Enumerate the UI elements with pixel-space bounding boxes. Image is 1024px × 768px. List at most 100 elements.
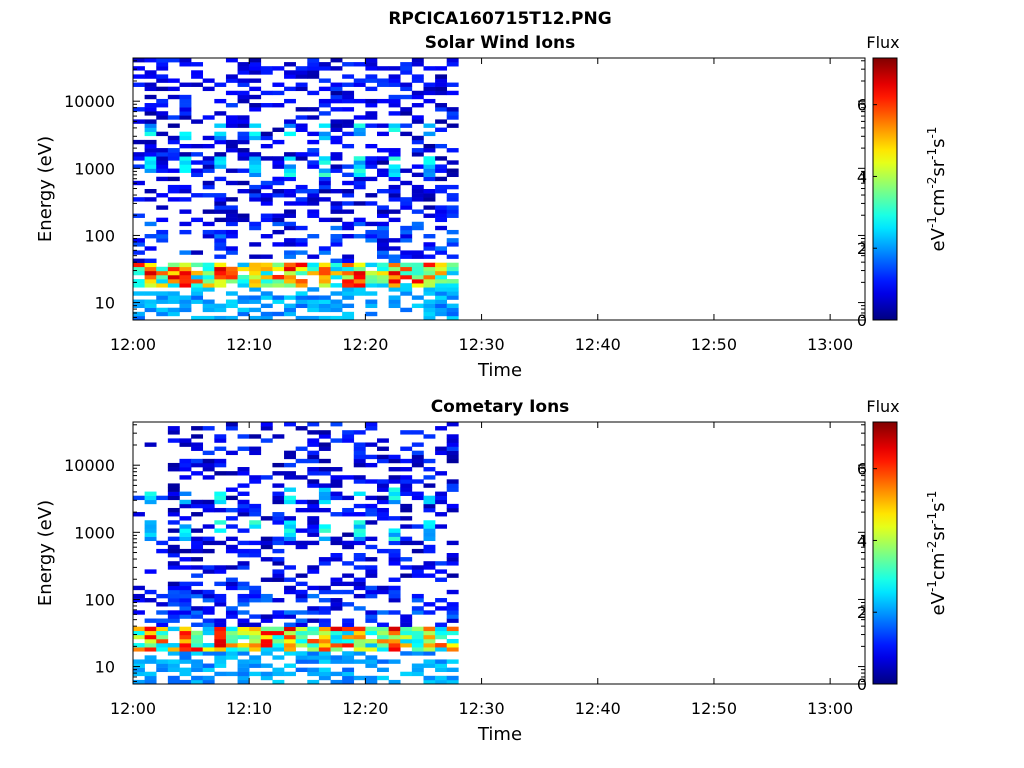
heatmap-cell bbox=[144, 197, 157, 202]
heatmap-cell bbox=[156, 593, 169, 599]
heatmap-cell bbox=[342, 643, 355, 648]
x-tick-label: 13:00 bbox=[807, 335, 853, 354]
heatmap-cell bbox=[307, 152, 320, 157]
heatmap-cell bbox=[423, 536, 436, 542]
heatmap-cell bbox=[156, 663, 169, 668]
heatmap-cell bbox=[423, 279, 436, 284]
heatmap-cell bbox=[260, 663, 273, 668]
heatmap-cell bbox=[400, 507, 413, 513]
heatmap-cell bbox=[260, 217, 273, 223]
heatmap-cell bbox=[144, 234, 157, 239]
heatmap-cell bbox=[342, 544, 355, 550]
heatmap-cell bbox=[307, 307, 320, 313]
heatmap-cell bbox=[342, 532, 355, 537]
heatmap-cell bbox=[318, 638, 331, 644]
heatmap-cell bbox=[318, 250, 331, 255]
heatmap-cell bbox=[284, 589, 296, 595]
heatmap-cell bbox=[202, 283, 215, 288]
heatmap-cell bbox=[133, 139, 145, 145]
heatmap-cell bbox=[237, 491, 250, 496]
heatmap-cell bbox=[400, 671, 413, 677]
heatmap-cell bbox=[423, 610, 436, 615]
heatmap-cell bbox=[191, 283, 204, 288]
heatmap-cell bbox=[411, 606, 424, 611]
heatmap-cell bbox=[446, 58, 459, 63]
heatmap-cell bbox=[435, 189, 448, 194]
heatmap-cell bbox=[446, 213, 459, 218]
heatmap-cell bbox=[156, 238, 169, 243]
heatmap-cell bbox=[249, 434, 262, 439]
heatmap-cell bbox=[284, 213, 296, 218]
heatmap-cell bbox=[225, 630, 238, 636]
heatmap-cell bbox=[179, 614, 192, 619]
heatmap-cell bbox=[272, 573, 285, 578]
heatmap-cell bbox=[388, 148, 401, 153]
heatmap-cell bbox=[284, 622, 296, 627]
heatmap-cell bbox=[365, 234, 378, 239]
heatmap-cell bbox=[249, 295, 262, 300]
heatmap-cell bbox=[260, 184, 273, 190]
heatmap-cell bbox=[365, 520, 378, 525]
heatmap-cell bbox=[423, 254, 436, 259]
heatmap-cell bbox=[388, 589, 401, 595]
heatmap-cell bbox=[202, 667, 215, 673]
heatmap-cell bbox=[388, 74, 401, 79]
heatmap-cell bbox=[423, 544, 436, 550]
heatmap-cell bbox=[435, 156, 448, 161]
heatmap-cell bbox=[214, 315, 227, 321]
heatmap-cell bbox=[400, 225, 413, 231]
heatmap-cell bbox=[191, 250, 204, 255]
heatmap-cell bbox=[295, 626, 308, 632]
heatmap-cell bbox=[307, 458, 320, 464]
heatmap-cell bbox=[411, 610, 424, 615]
heatmap-cell bbox=[260, 274, 273, 280]
heatmap-cell bbox=[377, 446, 389, 451]
heatmap-cell bbox=[179, 589, 192, 595]
heatmap-cell bbox=[423, 659, 436, 664]
heatmap-cell bbox=[272, 491, 285, 496]
heatmap-cell bbox=[156, 634, 169, 640]
heatmap-cell bbox=[330, 98, 343, 104]
heatmap-cell bbox=[318, 483, 331, 488]
heatmap-cell bbox=[377, 156, 389, 161]
heatmap-cell bbox=[272, 217, 285, 223]
heatmap-cell bbox=[225, 516, 238, 521]
heatmap-cell bbox=[214, 262, 227, 268]
heatmap-cell bbox=[295, 507, 308, 513]
heatmap-cell bbox=[365, 156, 378, 161]
heatmap-cell bbox=[400, 82, 413, 87]
heatmap-cell bbox=[435, 446, 448, 451]
heatmap-cell bbox=[167, 86, 180, 92]
heatmap-cell bbox=[388, 454, 401, 460]
heatmap-cell bbox=[167, 598, 180, 603]
heatmap-cell bbox=[237, 70, 250, 75]
heatmap-cell bbox=[214, 647, 227, 652]
heatmap-cell bbox=[167, 266, 180, 272]
heatmap-cell bbox=[423, 168, 436, 173]
heatmap-cell bbox=[446, 679, 459, 685]
x-tick-label: 12:20 bbox=[342, 699, 388, 718]
heatmap-cell bbox=[156, 291, 169, 296]
heatmap-cell bbox=[133, 164, 145, 169]
heatmap-cell bbox=[156, 299, 169, 304]
heatmap-cell bbox=[225, 139, 238, 145]
heatmap-cell bbox=[365, 143, 378, 149]
x-tick-label: 12:20 bbox=[342, 335, 388, 354]
heatmap-cell bbox=[225, 270, 238, 276]
colorbar-tick-label: 0 bbox=[857, 675, 867, 694]
heatmap-cell bbox=[284, 86, 296, 92]
heatmap-cell bbox=[435, 675, 448, 681]
heatmap-cell bbox=[307, 528, 320, 533]
heatmap-cell bbox=[353, 581, 366, 587]
heatmap-cell bbox=[284, 520, 296, 525]
heatmap-cell bbox=[318, 307, 331, 313]
heatmap-cell bbox=[167, 667, 180, 673]
heatmap-cell bbox=[179, 262, 192, 268]
heatmap-cell bbox=[167, 675, 180, 681]
heatmap-cell bbox=[318, 78, 331, 83]
heatmap-cell bbox=[423, 528, 436, 533]
heatmap-cell bbox=[435, 647, 448, 652]
heatmap-cell bbox=[423, 189, 436, 194]
heatmap-cell bbox=[423, 172, 436, 178]
heatmap-cell bbox=[400, 262, 413, 268]
